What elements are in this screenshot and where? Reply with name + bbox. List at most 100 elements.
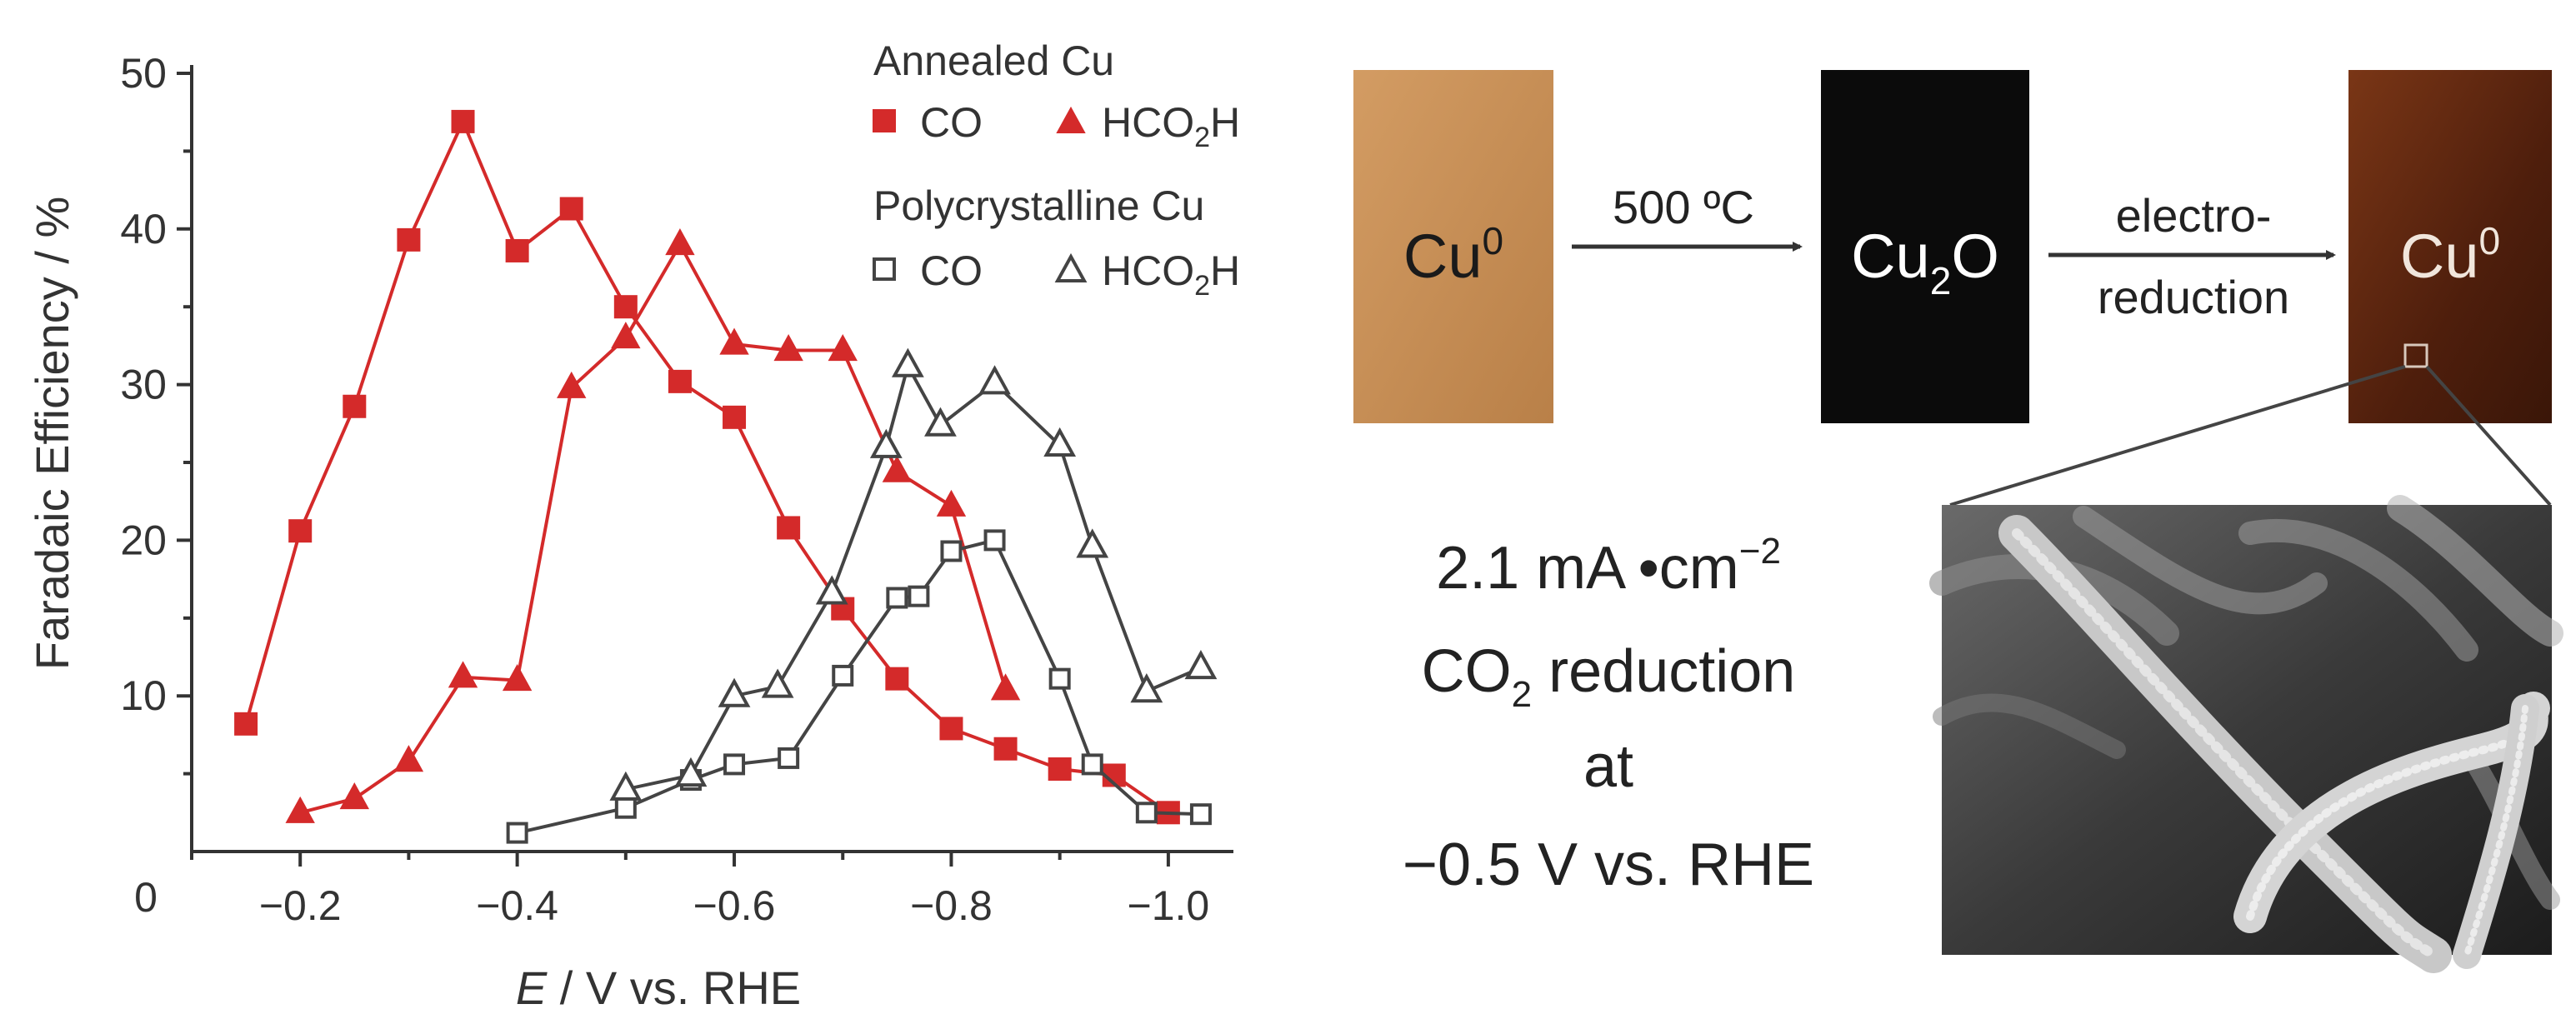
data-point-polycrystalline-cu-co: [1189, 803, 1212, 826]
y-tick-label: 40: [120, 206, 167, 252]
plot-area: 10 20 30 40 50 −0.2 −0.4 −0.6 −0.8 −1.0: [120, 50, 1233, 929]
x-axis-variable: E: [516, 962, 548, 1014]
data-point-annealed-cu-co: [668, 369, 692, 393]
data-point-polycrystalline-cu-co: [940, 540, 963, 562]
y-origin-label: 0: [134, 874, 158, 921]
data-point-polycrystalline-cu-hco2h: [609, 771, 643, 801]
data-point-polycrystalline-cu-co: [614, 797, 637, 819]
data-point-annealed-cu-hco2h: [611, 322, 641, 349]
data-point-annealed-cu-co: [939, 717, 963, 741]
x-tick-label: −1.0: [1128, 882, 1210, 929]
data-point-polycrystalline-cu-hco2h: [1076, 528, 1109, 558]
sample-cu-reduced: [2348, 70, 2552, 423]
y-axis-title: Faradaic Efficiency / %: [26, 197, 78, 671]
legend-marker-poly-co: [873, 257, 896, 281]
data-point-annealed-cu-hco2h: [665, 228, 695, 256]
x-axis: −0.2 −0.4 −0.6 −0.8 −1.0: [190, 850, 1233, 929]
data-point-annealed-cu-hco2h: [557, 371, 587, 398]
legend: Annealed Cu CO HCO2H Polycrystalline Cu …: [873, 37, 1240, 302]
data-point-annealed-cu-co: [234, 712, 258, 736]
data-point-polycrystalline-cu-co: [832, 664, 854, 687]
data-point-polycrystalline-cu-hco2h: [674, 757, 708, 787]
zoom-line-left: [1949, 365, 2406, 507]
x-axis-unit: / V vs. RHE: [547, 962, 801, 1014]
legend-label-poly-hcooh: HCO2H: [1102, 247, 1240, 302]
data-point-polycrystalline-cu-co: [778, 747, 800, 769]
data-point-polycrystalline-cu-hco2h: [815, 575, 848, 605]
data-point-annealed-cu-co: [1048, 757, 1072, 781]
applied-potential: −0.5 V vs. RHE: [1403, 832, 1814, 898]
series-layer: [234, 109, 1218, 844]
data-point-annealed-cu-hco2h: [882, 455, 913, 482]
data-point-annealed-cu-co: [559, 197, 583, 221]
data-point-polycrystalline-cu-co: [723, 753, 746, 776]
legend-label-poly-co: CO: [920, 247, 983, 294]
x-tick-label: −0.2: [259, 882, 342, 929]
zoom-region-marker: [2403, 343, 2428, 368]
data-point-polycrystalline-cu-hco2h: [1184, 650, 1218, 680]
data-point-polycrystalline-cu-co: [886, 587, 908, 609]
data-point-annealed-cu-hco2h: [448, 661, 478, 688]
sample-cu-initial-label: Cu0: [1403, 219, 1503, 291]
data-point-annealed-cu-hco2h: [828, 334, 858, 362]
zoom-line-right: [2425, 365, 2552, 507]
data-point-annealed-cu-co: [723, 405, 747, 429]
x-tick-label: −0.6: [693, 882, 776, 929]
data-point-polycrystalline-cu-hco2h: [761, 668, 794, 698]
data-point-polycrystalline-cu-hco2h: [718, 677, 751, 707]
data-point-annealed-cu-hco2h: [502, 664, 533, 692]
data-point-annealed-cu-co: [613, 295, 638, 319]
data-point-annealed-cu-co: [343, 394, 367, 418]
data-point-annealed-cu-co: [451, 109, 475, 133]
sem-micrograph: [1929, 495, 2563, 973]
legend-label-annealed-hcooh: HCO2H: [1102, 99, 1240, 153]
data-point-annealed-cu-co: [777, 516, 801, 540]
data-point-annealed-cu-hco2h: [990, 673, 1021, 701]
data-point-annealed-cu-co: [885, 667, 909, 691]
data-point-annealed-cu-hco2h: [719, 327, 749, 355]
series-line-annealed-cu-hco2h: [299, 241, 1008, 815]
data-point-polycrystalline-cu-hco2h: [1043, 427, 1077, 457]
x-tick-label: −0.8: [910, 882, 993, 929]
legend-title-annealed: Annealed Cu: [873, 37, 1114, 84]
legend-marker-poly-hcooh: [1054, 252, 1088, 282]
data-point-annealed-cu-co: [993, 737, 1018, 761]
data-point-annealed-cu-co: [505, 238, 529, 262]
data-point-annealed-cu-hco2h: [773, 334, 803, 362]
data-point-annealed-cu-hco2h: [393, 745, 424, 772]
data-point-annealed-cu-hco2h: [339, 782, 370, 810]
arrow-electroreduction-label-2: reduction: [2098, 271, 2289, 323]
y-tick-label: 20: [120, 517, 167, 563]
data-point-annealed-cu-hco2h: [936, 489, 967, 517]
arrow-anneal-label: 500 ºC: [1613, 181, 1754, 233]
sample-cu-initial: [1353, 70, 1553, 423]
x-tick-label: −0.4: [476, 882, 558, 929]
data-point-polycrystalline-cu-co: [983, 529, 1006, 552]
sample-cu2o-label: Cu2O: [1851, 222, 1999, 302]
reaction-label: CO2 reduction: [1422, 638, 1796, 715]
data-point-polycrystalline-cu-co: [1048, 667, 1071, 690]
data-point-polycrystalline-cu-co: [908, 585, 930, 607]
data-point-polycrystalline-cu-hco2h: [978, 365, 1011, 395]
y-axis: 10 20 30 40 50: [120, 50, 193, 852]
y-tick-label: 10: [120, 672, 167, 719]
data-point-polycrystalline-cu-co: [1081, 753, 1103, 776]
data-point-polycrystalline-cu-hco2h: [1130, 673, 1163, 703]
data-point-polycrystalline-cu-hco2h: [891, 347, 924, 377]
sample-cu2o: [1821, 70, 2029, 423]
legend-marker-annealed-hcooh: [1056, 106, 1086, 133]
condition-at: at: [1583, 733, 1633, 800]
data-point-polycrystalline-cu-co: [506, 822, 528, 844]
current-density: 2.1 mA •cm−2: [1436, 531, 1781, 602]
x-axis-title: E / V vs. RHE: [516, 962, 801, 1014]
y-tick-label: 50: [120, 50, 167, 97]
data-point-polycrystalline-cu-co: [1135, 802, 1158, 824]
legend-marker-annealed-co: [873, 109, 896, 132]
sample-cu-reduced-label: Cu0: [2400, 219, 2500, 291]
data-point-annealed-cu-co: [288, 519, 313, 543]
data-point-polycrystalline-cu-hco2h: [869, 428, 903, 458]
data-point-polycrystalline-cu-hco2h: [924, 407, 957, 437]
data-point-annealed-cu-co: [397, 227, 421, 252]
y-tick-label: 30: [120, 362, 167, 408]
